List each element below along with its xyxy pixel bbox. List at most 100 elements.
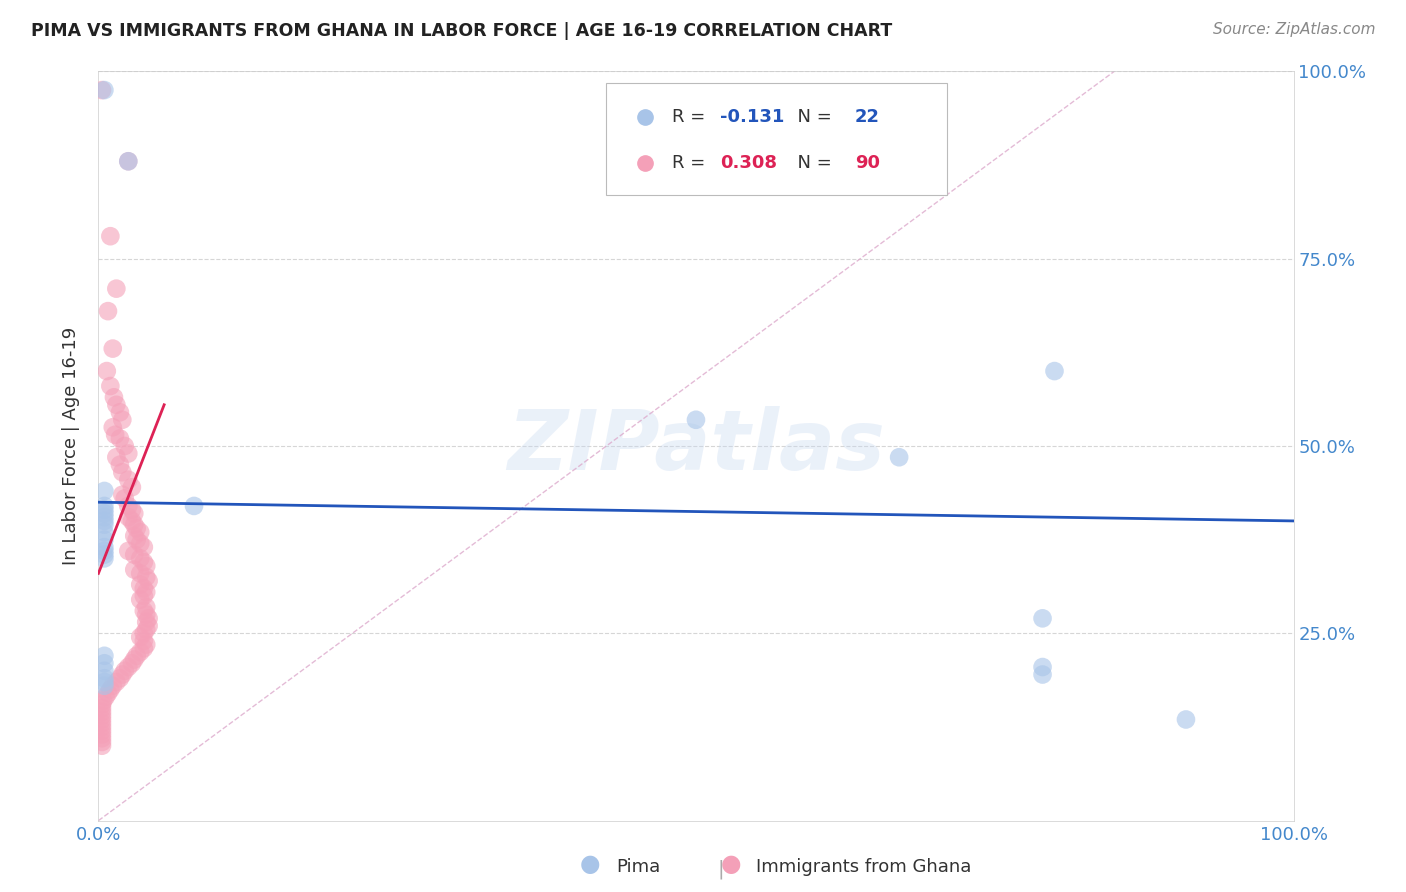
Point <box>117 660 139 674</box>
Point <box>1032 660 1054 674</box>
Point <box>889 450 911 465</box>
Point <box>93 551 115 566</box>
Point <box>108 432 131 446</box>
Text: Source: ZipAtlas.com: Source: ZipAtlas.com <box>1212 22 1375 37</box>
Point <box>93 657 115 671</box>
Text: |: | <box>718 859 724 879</box>
Point <box>121 657 143 671</box>
Point <box>121 480 143 494</box>
Point <box>98 229 122 244</box>
Point <box>101 420 124 434</box>
Point <box>93 483 115 498</box>
Point <box>117 154 139 169</box>
Point <box>125 521 148 535</box>
Point <box>132 641 155 656</box>
Point <box>105 282 128 296</box>
Text: R =: R = <box>672 108 711 127</box>
Point <box>93 502 115 516</box>
Point <box>91 731 114 746</box>
Text: 22: 22 <box>855 108 880 127</box>
Point <box>129 536 152 550</box>
Point <box>103 390 125 404</box>
Point <box>91 83 114 97</box>
Text: N =: N = <box>786 154 837 172</box>
Point <box>135 558 157 573</box>
Point <box>93 514 115 528</box>
Point <box>105 450 128 465</box>
Point <box>1032 611 1054 625</box>
Point <box>124 517 146 532</box>
Point <box>93 83 115 97</box>
Point <box>105 398 128 412</box>
Point <box>98 682 122 697</box>
Point <box>121 502 143 516</box>
Point <box>111 488 134 502</box>
Point <box>93 517 115 532</box>
Text: N =: N = <box>786 108 837 127</box>
Point <box>97 686 120 700</box>
Point <box>91 735 114 749</box>
Point <box>121 514 143 528</box>
Point <box>124 507 146 521</box>
Point <box>138 611 160 625</box>
Point <box>129 551 152 566</box>
Point <box>111 465 134 479</box>
Point <box>91 723 114 738</box>
Point <box>135 623 157 637</box>
Point <box>93 671 115 685</box>
Point <box>93 675 115 690</box>
Point <box>138 574 160 588</box>
Point <box>91 720 114 734</box>
Point <box>129 525 152 540</box>
Point <box>117 154 139 169</box>
Point <box>129 566 152 581</box>
Point <box>117 473 139 487</box>
Point <box>93 648 115 663</box>
Point <box>93 548 115 562</box>
Point <box>93 664 115 678</box>
Point <box>117 510 139 524</box>
Point <box>93 533 115 547</box>
Point <box>1032 667 1054 681</box>
Point <box>1043 364 1066 378</box>
Point <box>93 544 115 558</box>
Point <box>98 379 122 393</box>
Point <box>132 582 155 596</box>
Point <box>685 413 707 427</box>
Y-axis label: In Labor Force | Age 16-19: In Labor Force | Age 16-19 <box>62 326 80 566</box>
Point <box>93 679 115 693</box>
Point <box>108 458 131 472</box>
Text: -0.131: -0.131 <box>720 108 785 127</box>
Text: R =: R = <box>672 154 711 172</box>
Point <box>97 304 120 318</box>
Point <box>94 690 117 704</box>
Point <box>91 708 114 723</box>
Point <box>1175 713 1198 727</box>
Point <box>114 491 136 506</box>
Point <box>93 510 115 524</box>
Point <box>132 626 155 640</box>
Point <box>129 577 152 591</box>
Text: 0.308: 0.308 <box>720 154 778 172</box>
Point <box>135 607 157 622</box>
Point <box>101 679 124 693</box>
Point <box>132 540 155 554</box>
Point <box>91 713 114 727</box>
Text: PIMA VS IMMIGRANTS FROM GHANA IN LABOR FORCE | AGE 16-19 CORRELATION CHART: PIMA VS IMMIGRANTS FROM GHANA IN LABOR F… <box>31 22 893 40</box>
Point <box>125 533 148 547</box>
Text: ●: ● <box>581 852 600 876</box>
Point <box>114 439 136 453</box>
Point <box>135 570 157 584</box>
Point <box>111 413 134 427</box>
Point <box>114 664 136 678</box>
Point <box>132 604 155 618</box>
Point <box>124 652 146 666</box>
Text: ZIPatlas: ZIPatlas <box>508 406 884 486</box>
Point <box>91 716 114 731</box>
Point <box>135 585 157 599</box>
Text: Pima: Pima <box>616 858 659 876</box>
Point <box>111 667 134 681</box>
Point <box>129 630 152 644</box>
Point <box>105 675 128 690</box>
Point <box>93 499 115 513</box>
